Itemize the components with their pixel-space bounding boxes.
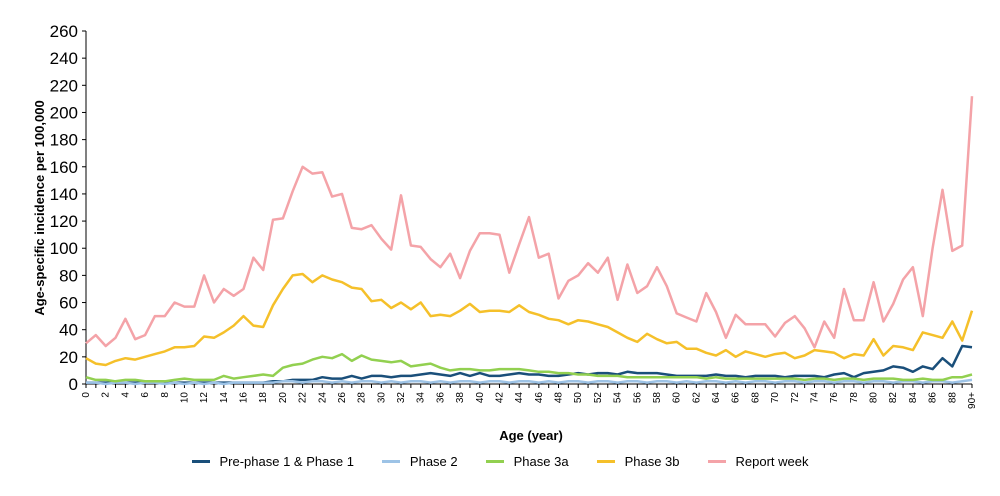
legend-swatch <box>191 460 210 463</box>
y-axis-title: Age-specific incidence per 100,000 <box>32 100 47 315</box>
x-tick-label: 72 <box>790 392 801 404</box>
x-tick-label: 62 <box>691 392 702 404</box>
x-tick-label: 48 <box>554 392 565 404</box>
series-line-phase-3a <box>85 352 973 383</box>
x-tick-label: 16 <box>239 392 250 404</box>
y-axis: 0 20 40 60 80 100 120 140 160 180 200 220 240 260 <box>50 22 87 394</box>
x-tick-label: 2 <box>101 392 112 398</box>
series-line-report-week <box>85 96 974 349</box>
x-tick-label: 60 <box>672 392 683 404</box>
x-tick-label: 82 <box>888 392 899 404</box>
x-tick-label: 20 <box>278 392 289 404</box>
x-tick-label: 18 <box>258 392 269 404</box>
legend-swatch <box>707 460 726 463</box>
series-line-phase-3b <box>85 272 974 367</box>
x-tick-label: 4 <box>120 392 131 398</box>
x-tick-label: 42 <box>494 392 505 404</box>
x-tick-label: 12 <box>199 392 210 404</box>
legend-item: Phase 3a <box>485 454 569 469</box>
series-line-phase-2 <box>86 378 973 386</box>
y-tick-label: 80 <box>59 266 78 285</box>
x-tick-label: 84 <box>908 392 919 404</box>
x-tick-label: 44 <box>514 392 525 404</box>
x-tick-label: 56 <box>632 392 643 404</box>
y-tick-label: 180 <box>50 131 78 150</box>
y-tick-label: 260 <box>50 22 78 41</box>
x-tick-label: 50 <box>573 392 584 404</box>
x-tick-label: 30 <box>376 392 387 404</box>
x-tick-label: 80 <box>869 392 880 404</box>
y-tick-label: 200 <box>50 103 78 122</box>
x-tick-label: 0 <box>81 392 92 398</box>
y-tick-label: 100 <box>50 239 78 258</box>
legend-label: Report week <box>735 454 809 469</box>
legend-label: Pre-phase 1 & Phase 1 <box>219 454 354 469</box>
x-tick-label: 14 <box>219 392 230 404</box>
x-tick-label: 24 <box>317 392 328 404</box>
legend-item: Report week <box>707 454 809 469</box>
y-tick-label: 240 <box>50 49 78 68</box>
legend-label: Phase 2 <box>409 454 458 469</box>
x-axis: 0 2 4 6 8 10 12 14 16 18 20 22 24 26 28 30 32 34 36 38 40 42 4… <box>81 383 978 409</box>
x-tick-label: 52 <box>593 392 604 404</box>
legend-swatch <box>485 460 504 463</box>
y-tick-label: 160 <box>50 158 78 177</box>
x-tick-label: 88 <box>947 392 958 404</box>
y-tick-label: 0 <box>69 375 78 394</box>
x-tick-label: 40 <box>475 392 486 404</box>
legend-label: Phase 3a <box>513 454 569 469</box>
legend-label: Phase 3b <box>624 454 680 469</box>
x-tick-label: 28 <box>357 392 368 404</box>
series-lines <box>85 96 974 386</box>
legend-item: Phase 2 <box>381 454 458 469</box>
x-tick-label: 38 <box>455 392 466 404</box>
legend-swatch <box>381 460 400 463</box>
x-tick-label: 68 <box>750 392 761 404</box>
y-tick-label: 220 <box>50 76 78 95</box>
x-tick-label: 8 <box>160 392 171 398</box>
x-axis-title: Age (year) <box>499 428 563 443</box>
x-tick-label: 36 <box>435 392 446 404</box>
legend: Pre-phase 1 & Phase 1 Phase 2 Phase 3a Phas… <box>0 454 1000 469</box>
y-tick-label: 140 <box>50 185 78 204</box>
x-tick-label: 78 <box>849 392 860 404</box>
y-tick-label: 120 <box>50 212 78 231</box>
y-tick-label: 40 <box>59 321 78 340</box>
y-tick-label: 20 <box>59 348 78 367</box>
legend-swatch <box>596 460 615 463</box>
x-tick-label: 32 <box>396 392 407 404</box>
x-tick-label: 46 <box>534 392 545 404</box>
y-tick-label: 60 <box>59 294 78 313</box>
x-tick-label: 70 <box>770 392 781 404</box>
x-tick-label: 54 <box>613 392 624 404</box>
x-tick-label: 64 <box>711 392 722 404</box>
legend-item: Phase 3b <box>596 454 680 469</box>
x-tick-label: 58 <box>652 392 663 404</box>
x-tick-label: 76 <box>829 392 840 404</box>
x-tick-label: 66 <box>731 392 742 404</box>
x-tick-label: 74 <box>809 392 820 404</box>
x-tick-label: 10 <box>179 392 190 404</box>
legend-item: Pre-phase 1 & Phase 1 <box>191 454 354 469</box>
x-tick-label: 90+ <box>967 392 978 409</box>
x-tick-label: 6 <box>140 392 151 398</box>
x-tick-label: 26 <box>337 392 348 404</box>
x-tick-label: 34 <box>416 392 427 404</box>
x-tick-label: 22 <box>298 392 309 404</box>
x-tick-label: 86 <box>928 392 939 404</box>
